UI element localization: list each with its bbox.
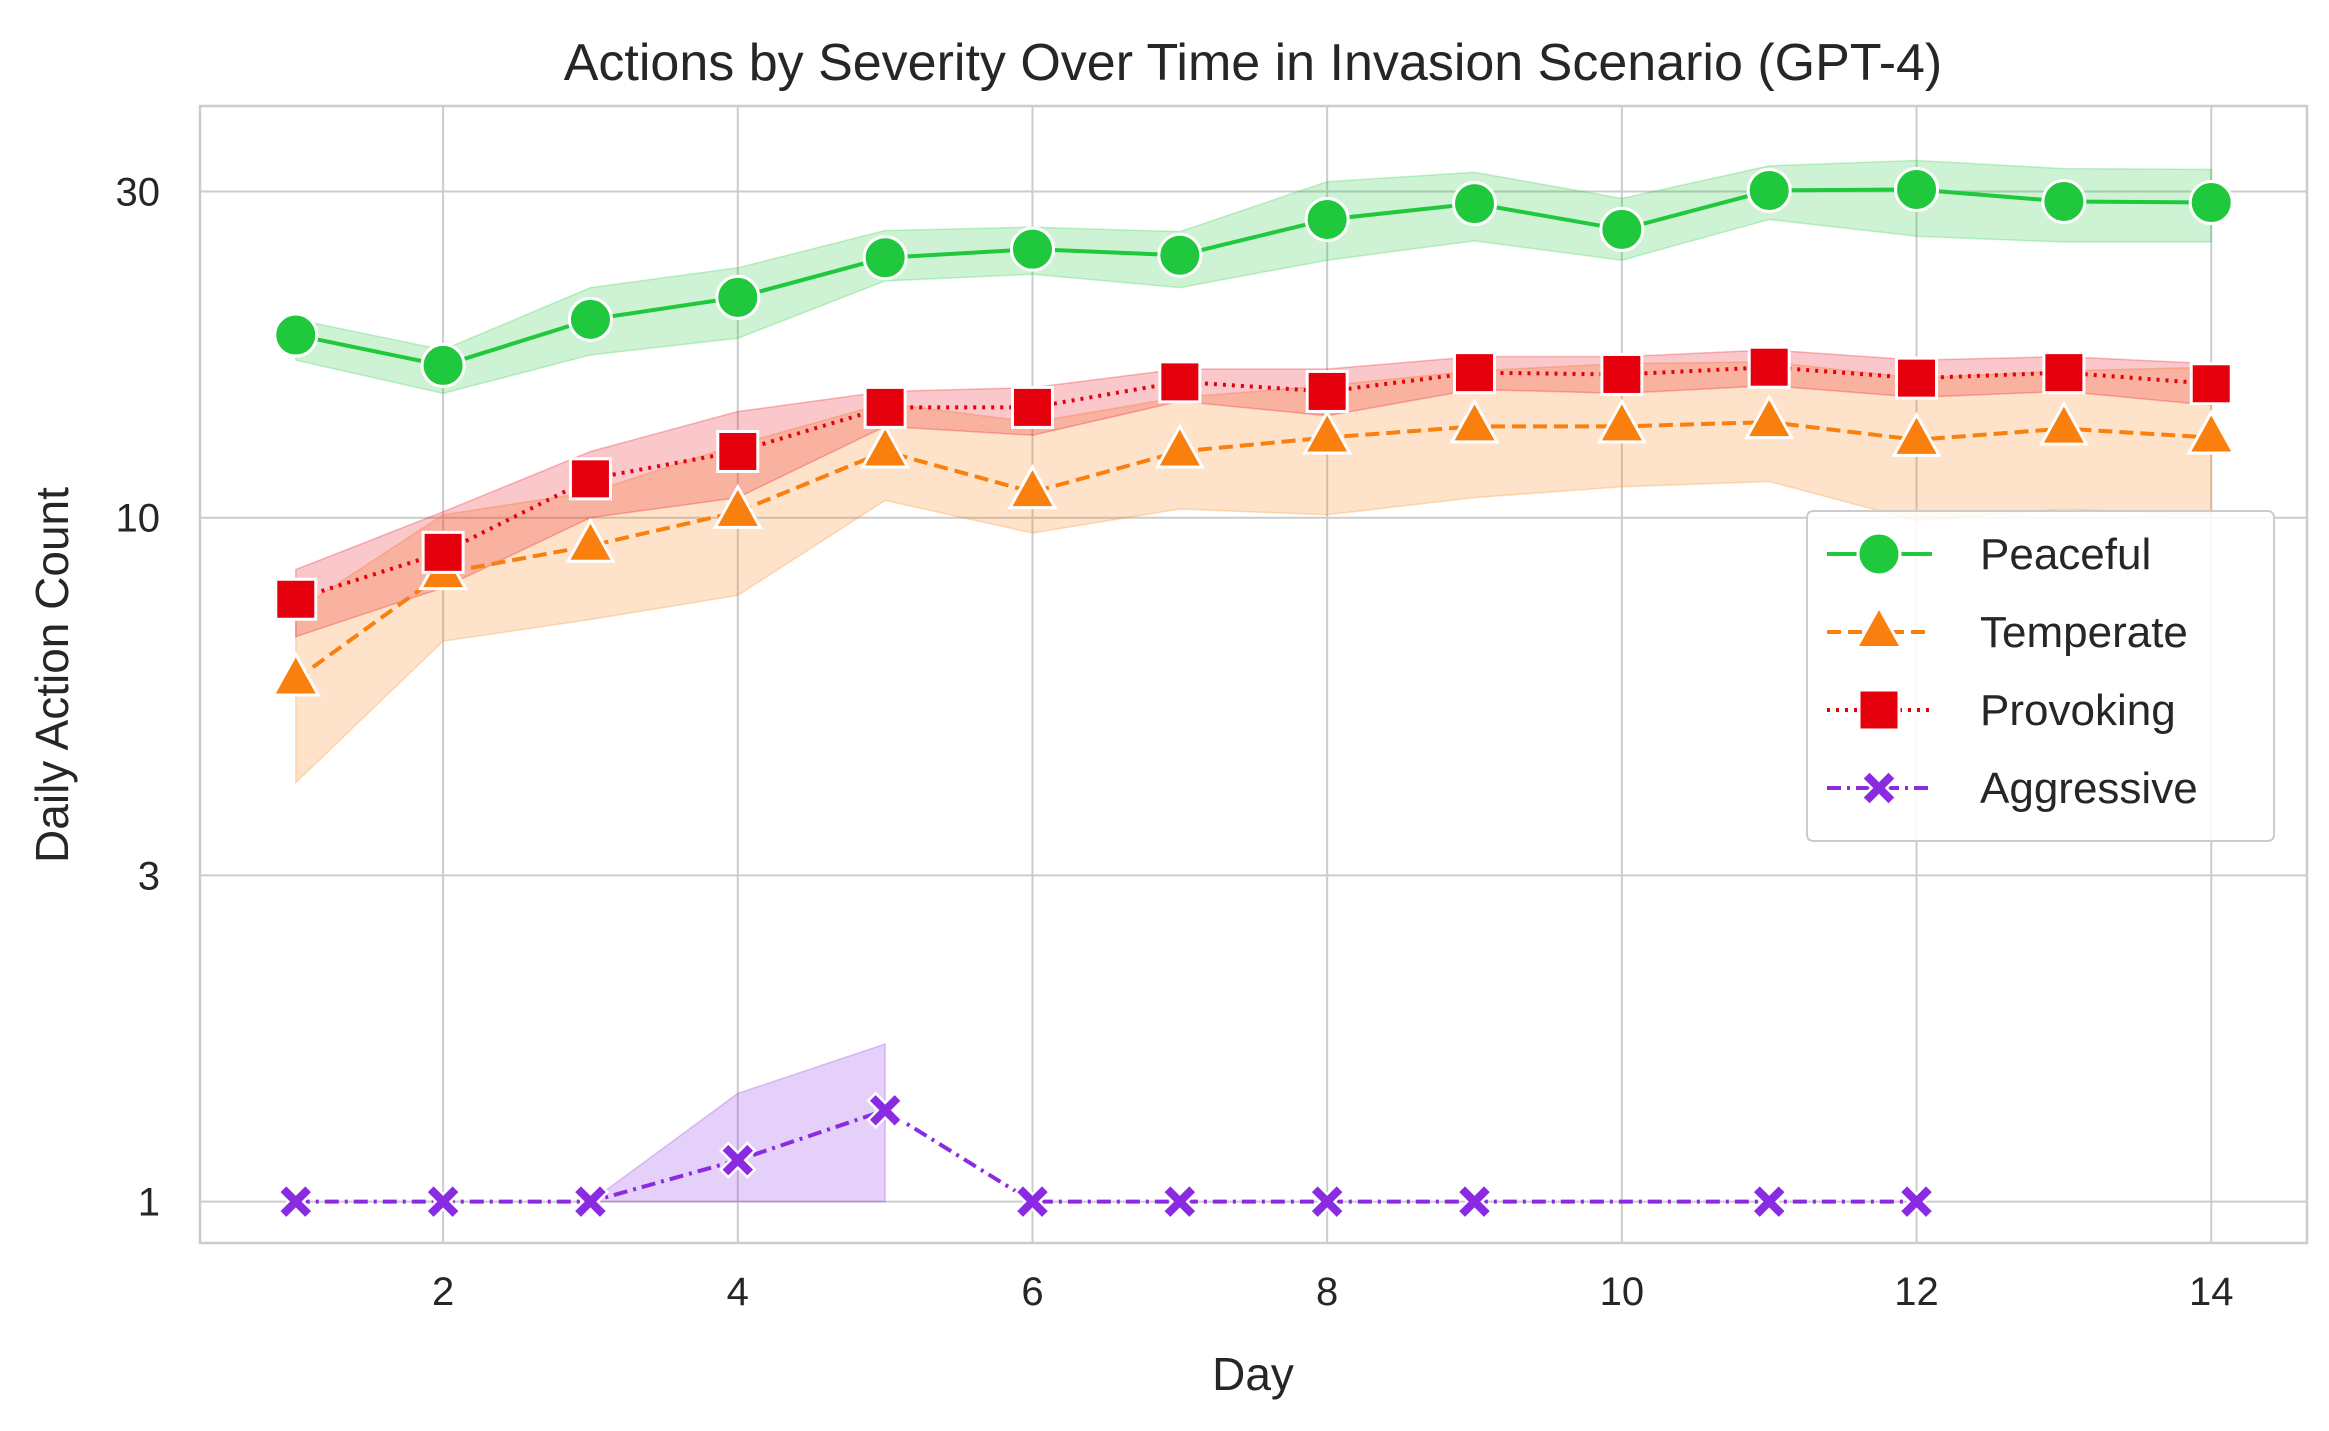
provoking-data-point bbox=[863, 385, 907, 429]
temperate-data-point bbox=[1007, 464, 1058, 510]
temperate-data-point bbox=[1449, 398, 1500, 444]
peaceful-data-point bbox=[1009, 226, 1055, 272]
x-tick-label: 6 bbox=[1021, 1270, 1043, 1314]
peaceful-data-point bbox=[715, 274, 761, 320]
aggressive-confidence-band bbox=[588, 1042, 886, 1203]
provoking-confidence-band bbox=[295, 349, 2212, 638]
temperate-legend-marker bbox=[1853, 603, 1905, 649]
aggressive-legend-label: Aggressive bbox=[1980, 764, 2198, 813]
provoking-data-point bbox=[1747, 345, 1791, 389]
peaceful-data-point bbox=[567, 296, 613, 342]
peaceful-data-point bbox=[2041, 179, 2087, 225]
provoking-series-line bbox=[295, 365, 2212, 602]
temperate-data-point bbox=[1744, 393, 1795, 440]
aggressive-data-point bbox=[277, 1182, 315, 1221]
chart-title: Actions by Severity Over Time in Invasio… bbox=[564, 34, 1943, 92]
peaceful-legend-label: Peaceful bbox=[1980, 530, 2151, 579]
aggressive-legend-marker bbox=[1860, 769, 1898, 807]
y-axis-label: Daily Action Count bbox=[26, 487, 78, 863]
aggressive-data-point bbox=[1013, 1182, 1052, 1221]
aggressive-data-point bbox=[1750, 1182, 1788, 1221]
provoking-data-point bbox=[1158, 360, 1202, 404]
provoking-data-point bbox=[716, 429, 760, 473]
y-tick-label: 1 bbox=[138, 1181, 160, 1225]
legend: Peaceful Temperate Provoking Aggressive bbox=[1806, 510, 2275, 842]
aggressive-data-point bbox=[866, 1091, 904, 1130]
temperate-data-point bbox=[2186, 409, 2237, 455]
provoking-legend-label: Provoking bbox=[1980, 686, 2176, 735]
x-tick-label: 8 bbox=[1316, 1270, 1338, 1314]
provoking-data-point bbox=[421, 530, 465, 574]
provoking-data-point bbox=[1305, 369, 1349, 413]
temperate-data-point bbox=[1302, 409, 1353, 455]
peaceful-data-point bbox=[1304, 196, 1350, 242]
peaceful-data-point bbox=[420, 342, 466, 388]
x-tick-label: 14 bbox=[2189, 1270, 2234, 1314]
peaceful-data-point bbox=[1894, 166, 1940, 212]
x-tick-label: 4 bbox=[727, 1270, 749, 1314]
aggressive-data-point bbox=[719, 1141, 757, 1179]
y-tick-label: 10 bbox=[116, 497, 161, 541]
series-markers bbox=[270, 166, 2237, 1221]
x-tick-label: 2 bbox=[432, 1270, 454, 1314]
temperate-data-point bbox=[712, 483, 763, 529]
peaceful-data-point bbox=[1746, 167, 1792, 213]
aggressive-data-point bbox=[1308, 1182, 1346, 1221]
temperate-series-line bbox=[294, 420, 2212, 682]
temperate-data-point bbox=[860, 423, 911, 469]
axis-ticks: 2 4 6 8 10 12 14 1 3 10 30 bbox=[116, 170, 2234, 1314]
aggressive-data-point bbox=[1897, 1182, 1936, 1221]
aggressive-data-point bbox=[1455, 1182, 1494, 1221]
temperate-data-point bbox=[1891, 411, 1942, 457]
y-tick-label: 3 bbox=[138, 854, 160, 898]
temperate-data-point bbox=[270, 651, 321, 697]
provoking-data-point bbox=[2042, 351, 2086, 395]
y-tick-label: 30 bbox=[116, 170, 161, 214]
aggressive-data-point bbox=[1161, 1182, 1199, 1221]
provoking-data-point bbox=[1010, 385, 1054, 429]
peaceful-data-point bbox=[1599, 206, 1645, 252]
temperate-data-point bbox=[2038, 400, 2089, 446]
peaceful-legend-marker bbox=[1856, 531, 1902, 577]
provoking-data-point bbox=[1895, 356, 1939, 400]
peaceful-data-point bbox=[273, 312, 319, 358]
peaceful-data-point bbox=[1452, 181, 1498, 227]
x-tick-label: 12 bbox=[1894, 1270, 1939, 1314]
provoking-data-point bbox=[2189, 362, 2233, 406]
provoking-data-point bbox=[1600, 352, 1644, 396]
peaceful-confidence-band bbox=[295, 159, 2212, 395]
temperate-data-point bbox=[1154, 423, 1205, 469]
temperate-legend-label: Temperate bbox=[1980, 608, 2188, 657]
plot-frame bbox=[198, 104, 2309, 1245]
peaceful-data-point bbox=[2188, 180, 2234, 226]
peaceful-data-point bbox=[862, 235, 908, 281]
provoking-legend-marker bbox=[1857, 688, 1901, 732]
x-tick-label: 10 bbox=[1600, 1270, 1645, 1314]
peaceful-data-point bbox=[1157, 232, 1203, 278]
temperate-data-point bbox=[565, 517, 616, 563]
x-axis-label: Day bbox=[1212, 1348, 1294, 1400]
provoking-data-point bbox=[274, 577, 318, 621]
aggressive-data-point bbox=[571, 1182, 610, 1221]
provoking-data-point bbox=[1453, 351, 1497, 395]
aggressive-data-point bbox=[424, 1182, 462, 1221]
provoking-data-point bbox=[568, 457, 612, 501]
legend-box bbox=[1806, 510, 2275, 842]
peaceful-series-line bbox=[295, 187, 2212, 368]
temperate-data-point bbox=[1596, 398, 1647, 444]
